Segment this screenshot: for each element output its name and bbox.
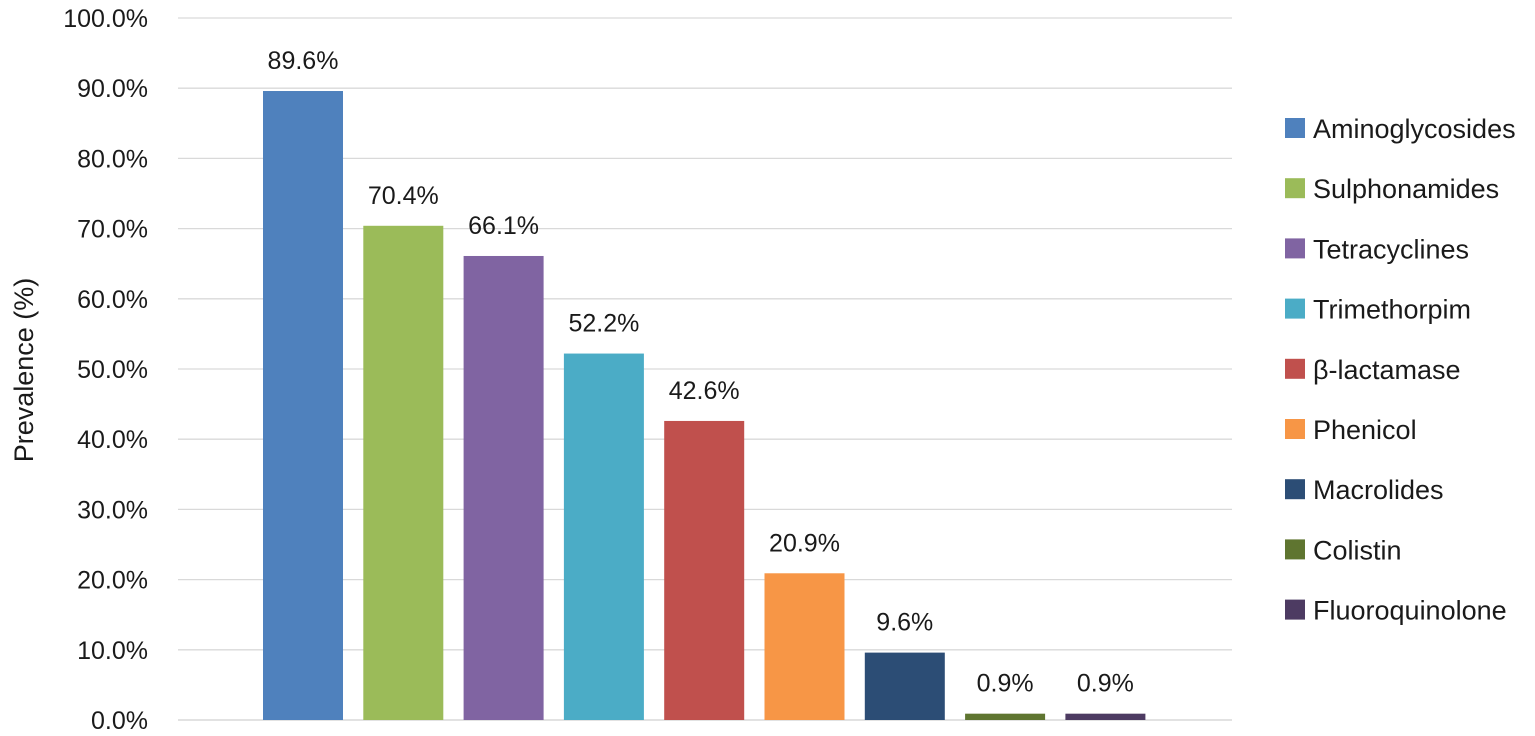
y-tick-label: 30.0% (77, 496, 148, 524)
y-axis-label: Prevalence (%) (9, 278, 39, 463)
y-tick-label: 100.0% (63, 5, 148, 33)
bars (263, 91, 1146, 721)
legend-label: Macrolides (1313, 475, 1444, 505)
legend-item: Fluoroquinolone (1285, 596, 1507, 626)
data-label: 70.4% (368, 182, 439, 210)
bar (463, 255, 544, 720)
legend: Aminoglycosides Sulphonamides Tetracycline… (1285, 114, 1516, 626)
legend-swatch (1285, 539, 1305, 560)
y-tick-label: 10.0% (77, 637, 148, 665)
bar (864, 652, 945, 720)
legend-label: Sulphonamides (1313, 174, 1499, 204)
y-tick-label: 50.0% (77, 356, 148, 384)
legend-swatch (1285, 178, 1305, 199)
legend-swatch (1285, 419, 1305, 439)
data-label: 20.9% (769, 529, 840, 557)
legend-label: Tetracyclines (1313, 234, 1469, 264)
data-label: 42.6% (669, 377, 740, 405)
y-axis-ticks: 0.0% 10.0% 20.0% 30.0% 40.0% 50.0% 60.0% 70.0% 8… (63, 5, 148, 735)
data-labels: 89.6% 70.4% 66.1% 52.2% 42.6% 20.9% 9.6% 0.9% 0.… (268, 47, 1134, 698)
y-tick-label: 90.0% (77, 75, 148, 103)
legend-item: Colistin (1285, 535, 1402, 565)
legend-label: Colistin (1313, 535, 1402, 565)
legend-label: Fluoroquinolone (1313, 596, 1507, 626)
legend-item: β-lactamase (1285, 355, 1461, 385)
data-label: 0.9% (1077, 670, 1134, 698)
y-tick-label: 0.0% (91, 707, 148, 735)
legend-item: Trimethorpim (1285, 295, 1471, 325)
legend-swatch (1285, 298, 1305, 319)
legend-swatch (1285, 118, 1305, 138)
y-tick-label: 80.0% (77, 145, 148, 173)
data-label: 66.1% (468, 212, 539, 240)
bar (965, 713, 1046, 720)
legend-swatch (1285, 479, 1305, 500)
bar (1065, 713, 1146, 720)
data-label: 0.9% (977, 670, 1034, 698)
y-tick-label: 20.0% (77, 567, 148, 595)
bar (363, 225, 444, 721)
bar (764, 573, 845, 720)
legend-swatch (1285, 238, 1305, 259)
legend-item: Phenicol (1285, 415, 1417, 445)
legend-swatch (1285, 599, 1305, 620)
bar (563, 353, 644, 720)
legend-label: Phenicol (1313, 415, 1417, 445)
legend-swatch (1285, 358, 1305, 379)
bar (263, 91, 343, 721)
data-label: 9.6% (876, 609, 933, 637)
bar (664, 420, 745, 720)
legend-item: Sulphonamides (1285, 174, 1499, 204)
legend-label: β-lactamase (1313, 355, 1461, 385)
legend-item: Aminoglycosides (1285, 114, 1516, 144)
legend-item: Macrolides (1285, 475, 1444, 505)
data-label: 52.2% (568, 310, 639, 338)
y-tick-label: 70.0% (77, 216, 148, 244)
legend-label: Trimethorpim (1313, 295, 1471, 325)
data-label: 89.6% (268, 47, 339, 75)
legend-item: Tetracyclines (1285, 234, 1469, 264)
y-tick-label: 40.0% (77, 426, 148, 454)
legend-label: Aminoglycosides (1313, 114, 1516, 144)
y-tick-label: 60.0% (77, 286, 148, 314)
